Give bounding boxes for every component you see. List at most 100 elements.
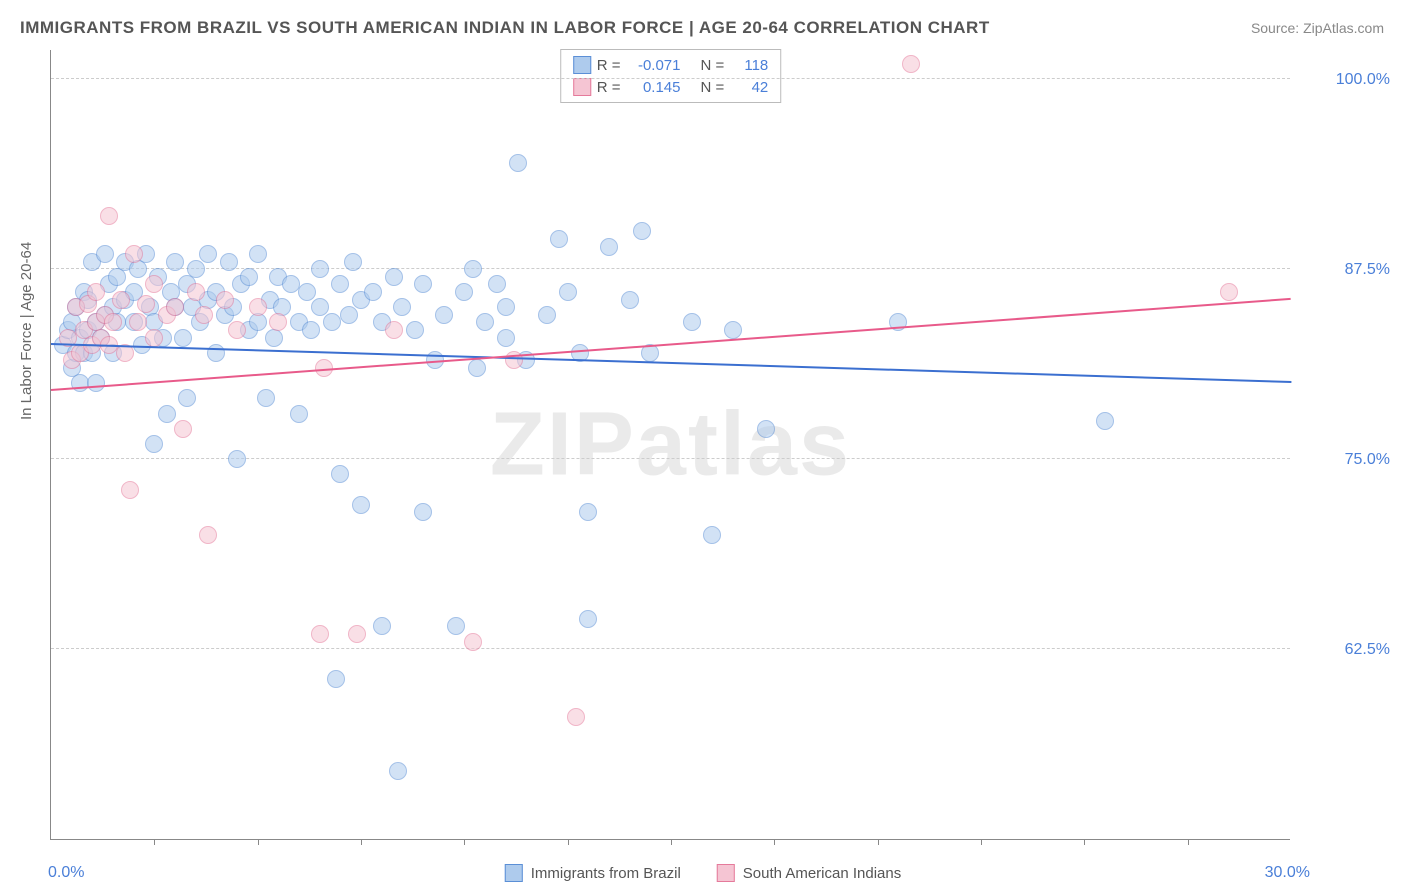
y-axis-label: In Labor Force | Age 20-64 [18,242,35,420]
legend-bottom-item: Immigrants from Brazil [505,864,681,882]
legend-top: R =-0.071N =118R =0.145N =42 [560,49,782,103]
source-label: Source: ZipAtlas.com [1251,20,1384,36]
scatter-point [364,283,382,301]
scatter-point [464,633,482,651]
scatter-point [187,283,205,301]
scatter-point [71,374,89,392]
scatter-point [158,405,176,423]
legend-swatch [717,864,735,882]
scatter-point [373,617,391,635]
x-tick-max: 30.0% [1265,864,1310,882]
scatter-point [414,503,432,521]
scatter-point [757,420,775,438]
legend-n-label: N = [701,57,725,74]
scatter-point [567,708,585,726]
scatter-point [311,260,329,278]
scatter-point [145,275,163,293]
x-tick-minor [1084,839,1085,845]
scatter-point [327,670,345,688]
x-tick-minor [1188,839,1189,845]
scatter-point [579,503,597,521]
scatter-point [178,389,196,407]
scatter-point [323,313,341,331]
scatter-point [199,526,217,544]
legend-r-value: 0.145 [627,79,681,96]
scatter-point [579,610,597,628]
scatter-point [249,245,267,263]
legend-series-name: Immigrants from Brazil [531,865,681,882]
scatter-point [257,389,275,407]
legend-swatch [573,56,591,74]
scatter-point [199,245,217,263]
scatter-point [112,291,130,309]
legend-n-value: 118 [730,57,768,74]
scatter-point [166,253,184,271]
scatter-point [538,306,556,324]
scatter-point [87,374,105,392]
scatter-point [509,154,527,172]
scatter-point [348,625,366,643]
scatter-point [414,275,432,293]
scatter-point [282,275,300,293]
scatter-point [340,306,358,324]
legend-bottom-item: South American Indians [717,864,901,882]
gridline-horizontal [51,268,1290,269]
scatter-point [447,617,465,635]
scatter-point [207,344,225,362]
legend-top-row: R =-0.071N =118 [573,54,769,76]
scatter-point [331,465,349,483]
scatter-point [121,481,139,499]
scatter-point [187,260,205,278]
gridline-horizontal [51,78,1290,79]
legend-swatch [573,78,591,96]
scatter-point [468,359,486,377]
scatter-point [174,329,192,347]
scatter-point [87,283,105,301]
scatter-point [1220,283,1238,301]
scatter-point [269,313,287,331]
scatter-point [633,222,651,240]
scatter-point [683,313,701,331]
scatter-point [249,298,267,316]
scatter-point [385,268,403,286]
scatter-point [311,625,329,643]
scatter-point [406,321,424,339]
scatter-point [174,420,192,438]
scatter-point [497,329,515,347]
scatter-point [96,245,114,263]
scatter-point [311,298,329,316]
x-tick-minor [154,839,155,845]
scatter-point [145,435,163,453]
y-tick-label: 62.5% [1345,641,1390,659]
scatter-point [435,306,453,324]
scatter-point [703,526,721,544]
scatter-point [455,283,473,301]
scatter-point [600,238,618,256]
scatter-point [352,496,370,514]
scatter-point [724,321,742,339]
scatter-point [145,329,163,347]
x-tick-minor [671,839,672,845]
scatter-point [331,275,349,293]
watermark: ZIPatlas [490,393,851,496]
scatter-point [240,268,258,286]
x-tick-minor [878,839,879,845]
scatter-point [298,283,316,301]
scatter-point [1096,412,1114,430]
y-tick-label: 75.0% [1345,451,1390,469]
legend-bottom: Immigrants from Brazil South American Ind… [505,864,901,882]
x-tick-minor [464,839,465,845]
legend-r-label: R = [597,79,621,96]
y-tick-label: 100.0% [1336,71,1390,89]
legend-n-value: 42 [730,79,768,96]
scatter-point [559,283,577,301]
scatter-point [228,321,246,339]
scatter-point [290,405,308,423]
scatter-point [166,298,184,316]
x-tick-minor [361,839,362,845]
scatter-point [100,207,118,225]
scatter-point [129,313,147,331]
legend-n-label: N = [701,79,725,96]
scatter-point [550,230,568,248]
scatter-point [220,253,238,271]
